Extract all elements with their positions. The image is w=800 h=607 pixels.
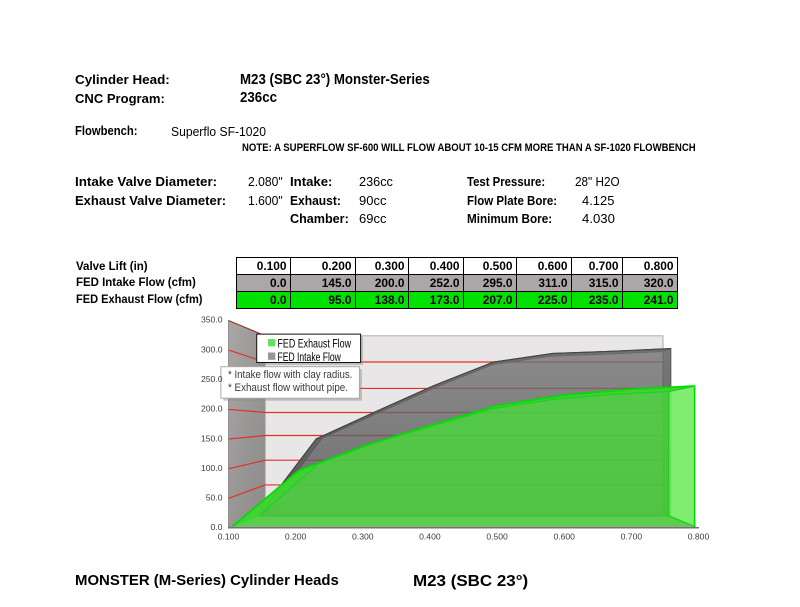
svg-text:FED Exhaust Flow: FED Exhaust Flow [277,337,351,351]
svg-text:0.300: 0.300 [352,532,374,542]
svg-text:0.0: 0.0 [211,522,223,532]
svg-text:200.0: 200.0 [201,404,223,414]
svg-text:250.0: 250.0 [201,374,223,384]
svg-text:0.800: 0.800 [688,532,710,542]
svg-text:FED Intake Flow: FED Intake Flow [278,350,342,364]
svg-text:100.0: 100.0 [201,463,223,473]
svg-text:0.100: 0.100 [218,532,240,542]
svg-text:350.0: 350.0 [201,315,223,325]
svg-text:0.700: 0.700 [621,532,643,542]
svg-text:50.0: 50.0 [206,493,223,503]
svg-text:300.0: 300.0 [201,344,223,354]
svg-text:0.400: 0.400 [419,532,441,542]
svg-text:* Exhaust flow without pipe.: * Exhaust flow without pipe. [228,383,348,395]
svg-text:* Intake flow with clay radius: * Intake flow with clay radius. [228,370,352,382]
svg-text:150.0: 150.0 [201,433,223,443]
svg-text:0.600: 0.600 [553,532,575,542]
svg-text:0.500: 0.500 [486,532,508,542]
svg-text:0.200: 0.200 [285,532,307,542]
